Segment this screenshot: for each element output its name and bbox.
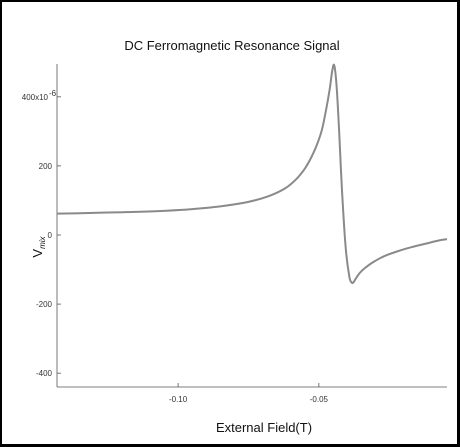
y-tick-label: -400 xyxy=(36,369,53,378)
axes: 400x10 -6 200 0 -200 -400 -0.10 -0.05 xyxy=(22,64,447,404)
x-axis-label: External Field(T) xyxy=(216,420,312,435)
plot-area xyxy=(56,63,448,285)
y-exponent-sup: -6 xyxy=(49,89,57,98)
y-tick-label: 400x10 xyxy=(22,93,49,102)
line-chart: DC Ferromagnetic Resonance Signal 400x10… xyxy=(22,38,448,435)
x-tick-label: -0.10 xyxy=(169,395,188,404)
x-tick-label: -0.05 xyxy=(310,395,329,404)
series-line xyxy=(56,63,448,285)
y-tick-label: 200 xyxy=(39,162,53,171)
y-tick-label: -200 xyxy=(36,300,53,309)
chart-title: DC Ferromagnetic Resonance Signal xyxy=(124,38,339,53)
y-tick-label: 0 xyxy=(48,231,53,240)
y-axis-label-group: Vmix xyxy=(30,235,47,257)
y-axis-label: V xyxy=(30,249,45,258)
chart-frame: DC Ferromagnetic Resonance Signal 400x10… xyxy=(2,2,457,444)
svg-text:Vmix: Vmix xyxy=(30,235,47,257)
y-axis-label-subscript: mix xyxy=(38,235,47,248)
